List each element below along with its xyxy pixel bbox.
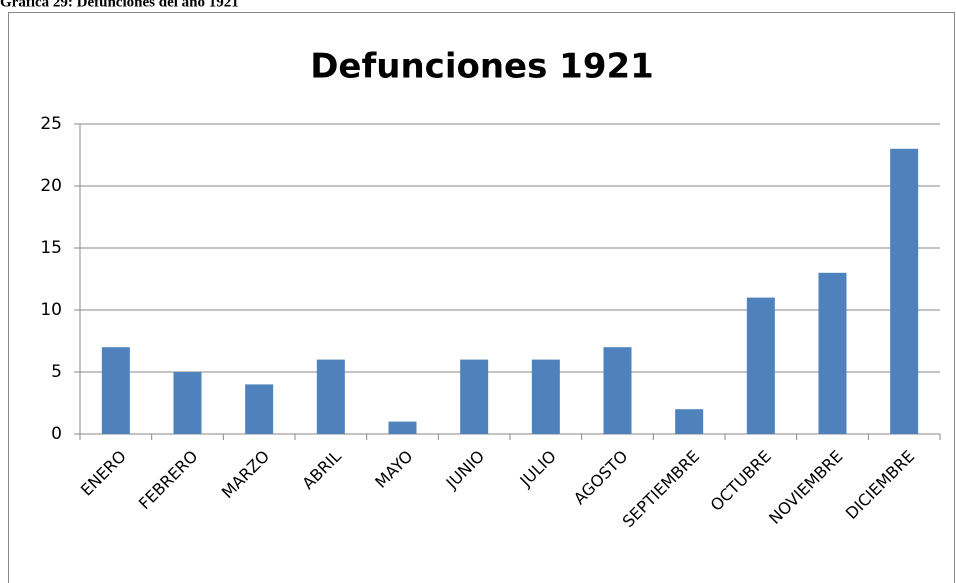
bar [101, 347, 130, 434]
bar [531, 359, 560, 434]
bar [675, 409, 704, 434]
bar [460, 359, 489, 434]
chart-frame [8, 12, 955, 583]
y-tick-label: 0 [51, 424, 62, 444]
y-tick-label: 25 [40, 114, 62, 134]
bar [603, 347, 632, 434]
bar [746, 297, 775, 434]
bar [316, 359, 345, 434]
bar [818, 272, 847, 434]
y-tick-label: 20 [40, 176, 62, 196]
bar [173, 372, 202, 434]
y-tick-label: 5 [51, 362, 62, 382]
chart-title: Defunciones 1921 [310, 47, 654, 87]
caption: Gráfica 29: Defunciones del año 1921 [0, 0, 239, 10]
y-tick-label: 15 [40, 238, 62, 258]
y-tick-label: 10 [40, 300, 62, 320]
bar [388, 421, 417, 434]
bar [890, 148, 919, 435]
bar [245, 384, 274, 434]
